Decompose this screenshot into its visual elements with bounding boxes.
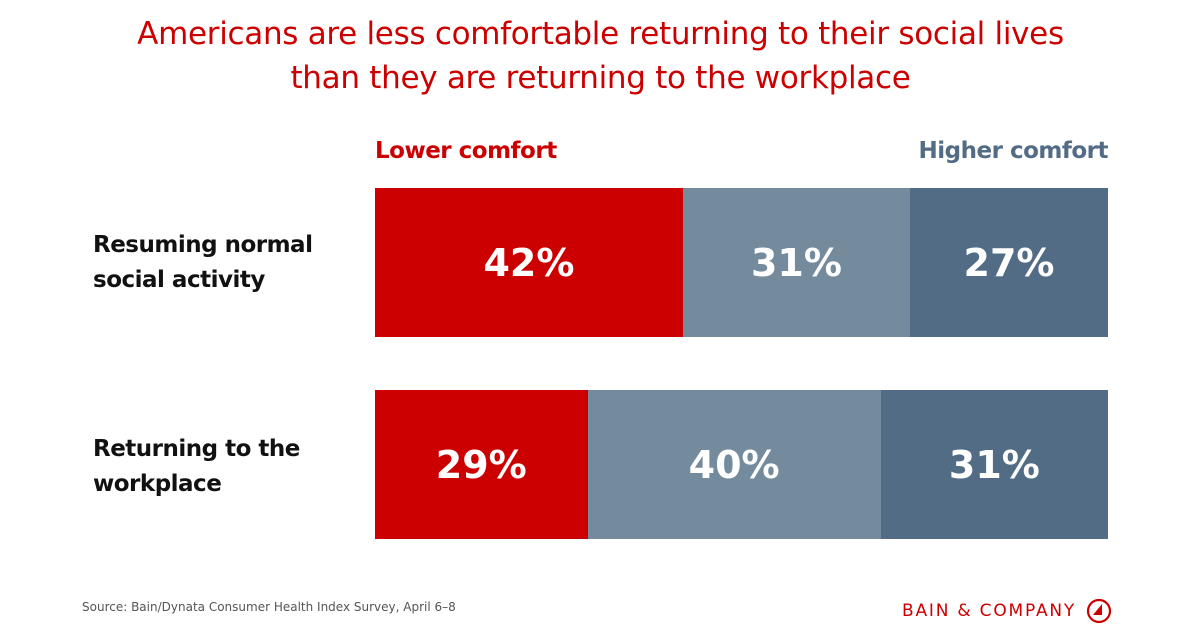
category-line: Returning to the xyxy=(93,436,300,462)
data-label: 31% xyxy=(948,442,1040,487)
data-label: 31% xyxy=(750,240,842,285)
chart-title: Americans are less comfortable returning… xyxy=(0,12,1201,100)
title-line-2: than they are returning to the workplace xyxy=(290,60,911,96)
title-line-1: Americans are less comfortable returning… xyxy=(137,16,1064,52)
category-line: social activity xyxy=(93,267,265,293)
bar-segment: 42% xyxy=(375,188,683,337)
data-label: 42% xyxy=(483,240,575,285)
data-label: 40% xyxy=(688,442,780,487)
bar-segment: 31% xyxy=(682,188,911,337)
bar-segment: 29% xyxy=(375,390,588,539)
logo-compass-icon xyxy=(1087,598,1112,624)
bar-segment: 31% xyxy=(880,390,1108,539)
category-line: workplace xyxy=(93,471,222,497)
bain-logo: BAIN & COMPANY xyxy=(902,598,1112,624)
bar-segment: 40% xyxy=(587,390,881,539)
bar-segment: 27% xyxy=(910,188,1108,337)
source-note: Source: Bain/Dynata Consumer Health Inde… xyxy=(82,600,456,614)
data-label: 27% xyxy=(963,240,1055,285)
data-label: 29% xyxy=(435,442,527,487)
category-line: Resuming normal xyxy=(93,232,313,258)
category-label-social: Resuming normal social activity xyxy=(93,228,313,298)
category-label-workplace: Returning to the workplace xyxy=(93,432,300,502)
logo-text: BAIN & COMPANY xyxy=(902,601,1077,621)
legend-higher-comfort: Higher comfort xyxy=(918,138,1109,164)
legend-lower-comfort: Lower comfort xyxy=(375,138,557,164)
